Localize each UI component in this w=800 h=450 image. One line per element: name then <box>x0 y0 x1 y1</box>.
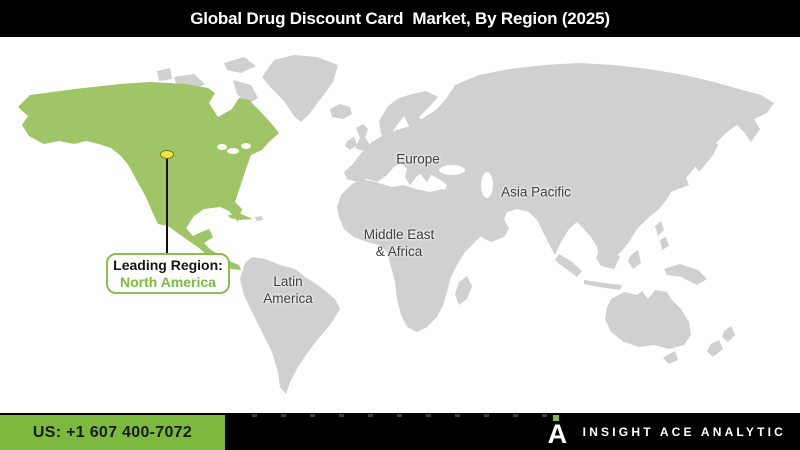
footer-bar: US: +1 607 400-7072 A INSIGHT ACE ANALYT… <box>0 413 800 450</box>
map-shape-hispaniola <box>255 216 263 221</box>
map-shape-arctic-ellesmere <box>224 57 256 73</box>
map-shape-uk <box>355 124 370 151</box>
map-water-great-lake-3 <box>241 143 251 149</box>
map-water-great-lake-1 <box>217 144 227 150</box>
map-shape-south-america <box>240 257 340 394</box>
callout-value: North America <box>120 273 216 290</box>
logo-a-letter: A <box>547 418 568 449</box>
leading-region-callout: Leading Region: North America <box>106 253 230 294</box>
brand-lockup: A INSIGHT ACE ANALYTIC <box>548 413 786 450</box>
map-shape-sumatra <box>555 254 582 277</box>
map-shape-ireland <box>345 137 357 150</box>
page-title: Global Drug Discount Card Market, By Reg… <box>190 8 610 28</box>
world-map-svg <box>18 55 774 394</box>
map-shape-eurasia <box>344 63 774 267</box>
map-shape-greenland <box>262 55 338 122</box>
world-map <box>0 37 800 413</box>
map-water-great-lake-2 <box>227 148 239 154</box>
brand-name: INSIGHT ACE ANALYTIC <box>582 424 786 439</box>
map-shape-java <box>584 280 622 290</box>
phone-number[interactable]: US: +1 607 400-7072 <box>0 415 225 450</box>
map-shape-philippines <box>655 221 669 250</box>
map-shape-borneo <box>596 248 620 269</box>
map-shape-cuba-highlighted <box>228 214 253 220</box>
map-label-europe: Europe <box>396 151 440 167</box>
callout-label: Leading Region: <box>113 256 223 273</box>
map-shape-sulawesi <box>628 250 641 269</box>
map-shape-new-guinea <box>664 264 707 285</box>
logo-green-dot <box>552 414 559 421</box>
map-shape-arctic-banks <box>157 68 172 81</box>
brand-logo-icon: A <box>547 414 572 449</box>
map-label-asia-pacific: Asia Pacific <box>501 184 571 200</box>
map-shape-africa <box>337 179 482 332</box>
map-shape-iceland <box>330 104 352 119</box>
map-shape-new-zealand <box>707 326 735 357</box>
map-shape-sakhalin <box>710 118 720 139</box>
leader-line <box>166 158 168 255</box>
map-shape-sri-lanka <box>558 257 564 265</box>
map-shape-tasmania <box>663 351 678 364</box>
map-label-middle-east-africa: Middle East & Africa <box>363 227 435 259</box>
map-water-black-sea <box>439 165 465 175</box>
map-shape-australia <box>605 290 691 349</box>
map-shape-arctic-baffin <box>233 80 258 105</box>
footer-dotted-pattern <box>252 414 558 417</box>
map-shape-japan <box>695 138 718 172</box>
title-bar: Global Drug Discount Card Market, By Reg… <box>0 0 800 37</box>
map-shape-north-america-highlighted <box>18 82 279 270</box>
map-water-caspian-sea <box>481 172 493 198</box>
map-shape-madagascar <box>455 276 472 305</box>
location-marker-icon <box>160 150 174 159</box>
map-label-latin-america: Latin America <box>263 274 313 306</box>
